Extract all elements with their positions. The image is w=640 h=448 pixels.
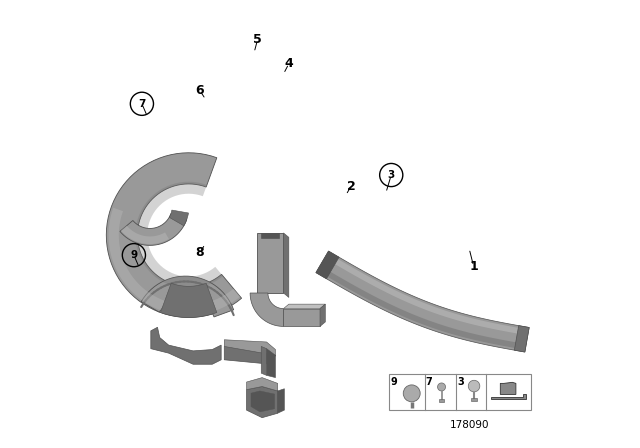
Polygon shape	[316, 251, 339, 279]
Polygon shape	[106, 153, 242, 318]
Polygon shape	[284, 309, 320, 327]
Bar	[439, 400, 444, 402]
Polygon shape	[251, 391, 275, 412]
Polygon shape	[169, 210, 189, 226]
Text: 9: 9	[390, 377, 397, 387]
Polygon shape	[261, 346, 267, 375]
Polygon shape	[224, 346, 275, 364]
Polygon shape	[284, 304, 325, 309]
Polygon shape	[121, 226, 169, 244]
Text: 1: 1	[469, 260, 478, 273]
Polygon shape	[320, 304, 325, 327]
Polygon shape	[267, 349, 275, 378]
Polygon shape	[316, 251, 529, 352]
Polygon shape	[250, 293, 284, 327]
Polygon shape	[284, 233, 289, 297]
Text: 3: 3	[458, 377, 465, 387]
Polygon shape	[224, 340, 275, 355]
Polygon shape	[500, 382, 516, 394]
Text: 6: 6	[195, 84, 204, 97]
Text: 5: 5	[253, 33, 262, 46]
Polygon shape	[246, 378, 278, 391]
Polygon shape	[257, 233, 284, 293]
Polygon shape	[246, 387, 278, 418]
Text: 178090: 178090	[449, 420, 489, 430]
Text: 7: 7	[425, 377, 432, 387]
Circle shape	[438, 383, 445, 391]
Polygon shape	[490, 394, 526, 399]
Polygon shape	[515, 326, 529, 352]
Circle shape	[403, 385, 420, 402]
Polygon shape	[141, 276, 234, 317]
Polygon shape	[324, 253, 529, 336]
Polygon shape	[151, 327, 221, 364]
Text: 2: 2	[347, 180, 356, 193]
Text: 3: 3	[388, 170, 395, 180]
Polygon shape	[317, 266, 526, 350]
Text: 9: 9	[131, 250, 138, 260]
Bar	[389, 375, 531, 410]
Text: 4: 4	[284, 57, 293, 70]
Polygon shape	[135, 182, 223, 289]
Text: 8: 8	[195, 246, 204, 259]
Polygon shape	[261, 233, 279, 238]
Polygon shape	[109, 208, 240, 315]
Polygon shape	[278, 389, 284, 413]
Circle shape	[468, 380, 480, 392]
Polygon shape	[120, 214, 187, 246]
Polygon shape	[161, 283, 217, 318]
Text: 7: 7	[138, 99, 145, 109]
Bar	[471, 398, 477, 401]
